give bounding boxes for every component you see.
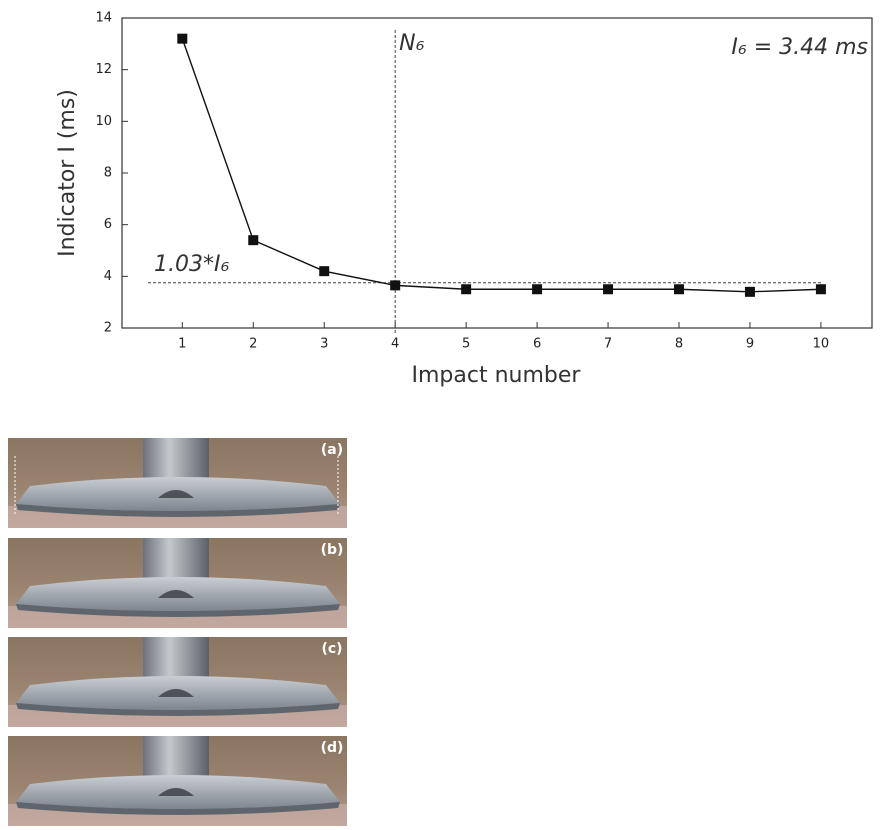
y-tick-label: 14 bbox=[95, 11, 112, 26]
photo-b: (b) bbox=[8, 538, 347, 628]
photo-c: (c) bbox=[8, 637, 347, 727]
y-tick-label: 8 bbox=[104, 166, 112, 181]
x-axis-label: Impact number bbox=[412, 363, 582, 388]
photo-panels: (a) (b) (c) (d) bbox=[8, 438, 347, 826]
x-tick-label: 5 bbox=[462, 337, 470, 352]
x-tick-label: 10 bbox=[813, 337, 830, 352]
y-axis-label: Indicator I (ms) bbox=[55, 89, 80, 257]
data-marker bbox=[390, 280, 401, 291]
panel-label: (c) bbox=[321, 641, 342, 657]
data-marker bbox=[603, 284, 614, 295]
photo-d: (d) bbox=[8, 736, 347, 826]
annotation: 1.03*I₆ bbox=[154, 252, 229, 277]
panel-label: (d) bbox=[321, 740, 344, 756]
y-tick-label: 2 bbox=[104, 321, 112, 336]
data-line bbox=[181, 38, 821, 293]
annotation: N₆ bbox=[399, 31, 424, 56]
data-marker bbox=[815, 284, 826, 295]
y-tick-label: 12 bbox=[95, 62, 112, 77]
data-marker bbox=[177, 33, 188, 44]
photo-a: (a) bbox=[8, 438, 347, 528]
annotation: I₆ = 3.44 ms bbox=[731, 35, 868, 60]
plot-frame bbox=[121, 17, 873, 329]
x-tick-label: 9 bbox=[746, 337, 754, 352]
x-tick-label: 4 bbox=[391, 337, 399, 352]
data-marker bbox=[461, 284, 472, 295]
x-tick-label: 3 bbox=[320, 337, 328, 352]
data-marker bbox=[674, 284, 685, 295]
y-tick-label: 6 bbox=[104, 217, 112, 232]
y-tick-label: 10 bbox=[95, 114, 112, 129]
x-tick-label: 1 bbox=[178, 337, 186, 352]
data-marker bbox=[532, 284, 543, 295]
x-tick-label: 2 bbox=[249, 337, 257, 352]
x-tick-label: 6 bbox=[533, 337, 541, 352]
panel-label: (a) bbox=[321, 442, 343, 458]
y-tick-label: 4 bbox=[104, 269, 112, 284]
x-tick-label: 7 bbox=[604, 337, 612, 352]
x-tick-label: 8 bbox=[675, 337, 683, 352]
data-marker bbox=[744, 286, 755, 297]
panel-label: (b) bbox=[321, 542, 344, 558]
data-marker bbox=[319, 266, 330, 277]
data-marker bbox=[248, 235, 259, 246]
